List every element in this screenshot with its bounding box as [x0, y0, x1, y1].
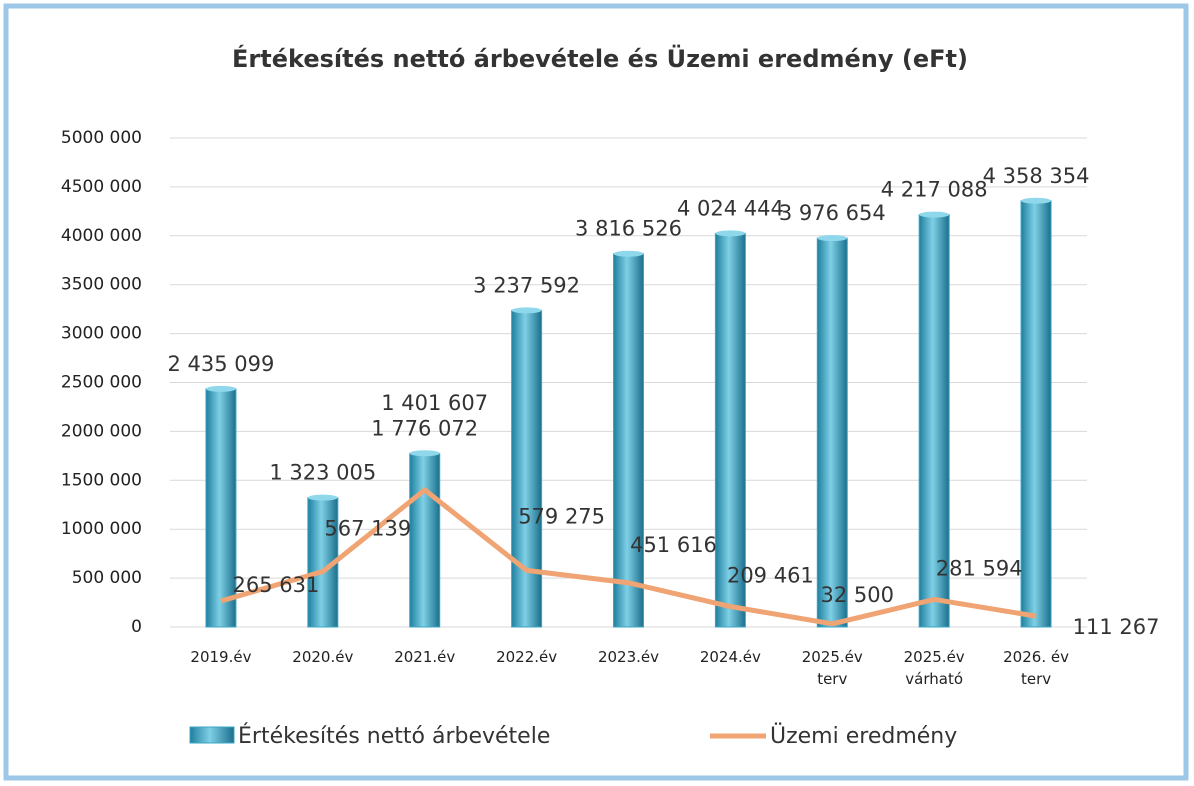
x-tick-label: 2023.év — [598, 648, 659, 666]
bar-value-label: 3 237 592 — [473, 273, 580, 297]
y-tick-label: 5000 000 — [61, 128, 142, 148]
bar-cap — [1021, 197, 1052, 204]
y-tick-label: 4500 000 — [61, 177, 142, 197]
bar-cap — [817, 235, 848, 242]
y-tick-label: 2000 000 — [61, 421, 142, 441]
x-tick-label: 2025.év várható — [904, 648, 965, 688]
x-tick-label: 2020.év — [292, 648, 353, 666]
x-tick-label: 2024.év — [700, 648, 761, 666]
line-value-label: 1 401 607 — [381, 391, 488, 415]
y-tick-label: 3000 000 — [61, 324, 142, 344]
bar-value-label: 3 976 654 — [779, 201, 886, 225]
line-value-label: 579 275 — [518, 504, 605, 528]
frame — [3, 3, 1189, 781]
bar-value-label: 1 323 005 — [269, 461, 376, 485]
x-tick-label: 2025.év terv — [802, 648, 863, 688]
x-tick-label: 2026. év terv — [1003, 648, 1069, 688]
x-tick-label: 2019.év — [190, 648, 251, 666]
line — [220, 487, 1037, 627]
bar — [1020, 200, 1052, 628]
legend-label: Üzemi eredmény — [770, 723, 957, 749]
bar-cap — [613, 250, 644, 257]
chart-title: Értékesítés nettó árbevétele és Üzemi er… — [232, 43, 968, 73]
bar-value-label: 4 358 354 — [983, 164, 1090, 188]
bar-cap — [205, 385, 236, 392]
y-tick-label: 500 000 — [72, 568, 142, 588]
line-value-label: 281 594 — [936, 556, 1023, 580]
bar-cap — [409, 450, 440, 457]
y-tick-label: 1500 000 — [61, 470, 142, 490]
line-value-label: 209 461 — [727, 564, 814, 588]
x-tick-label: 2021.év — [394, 648, 455, 666]
bar — [511, 309, 543, 628]
y-tick-label: 1000 000 — [61, 519, 142, 539]
x-tick-label: 2022.év — [496, 648, 557, 666]
bar — [409, 452, 441, 628]
bar — [613, 253, 644, 628]
bar — [816, 237, 848, 628]
legend-swatch — [189, 726, 235, 744]
y-tick-label: 0 — [131, 617, 142, 637]
line-value-label: 567 139 — [324, 517, 411, 541]
bar-value-label: 4 024 444 — [677, 196, 784, 220]
bar-value-label: 1 776 072 — [371, 416, 478, 440]
line-value-label: 265 631 — [233, 573, 320, 597]
y-tick-label: 2500 000 — [61, 373, 142, 393]
y-tick-label: 4000 000 — [61, 226, 142, 246]
bar-value-label: 2 435 099 — [167, 352, 274, 376]
bar-cap — [715, 230, 746, 237]
y-tick-label: 3500 000 — [61, 275, 142, 295]
bar-value-label: 3 816 526 — [575, 217, 682, 241]
bar-value-label: 4 217 088 — [881, 178, 988, 202]
line-value-label: 451 616 — [630, 533, 717, 557]
bar-cap — [511, 307, 542, 314]
bar-cap — [919, 211, 950, 218]
bar — [205, 388, 237, 628]
bar-cap — [307, 494, 338, 501]
line-value-label: 111 267 — [1073, 615, 1160, 639]
legend-label: Értékesítés nettó árbevétele — [238, 723, 550, 749]
line-value-label: 32 500 — [821, 583, 894, 607]
